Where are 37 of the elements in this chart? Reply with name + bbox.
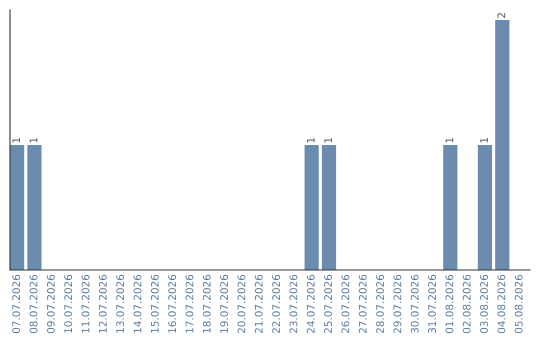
x-tick-label: 02.08.2026 [462,274,471,334]
x-tick-label: 25.07.2026 [324,274,332,334]
x-tick-label: 08.07.2026 [30,274,38,334]
x-tick-label: 29.07.2026 [393,274,402,334]
x-tick-label: 14.07.2026 [134,274,142,333]
x-tick-label: 31.07.2026 [428,274,436,334]
x-tick-label: 23.07.2026 [289,274,298,334]
x-tick-label: 18.07.2026 [202,274,211,333]
x-tick-label: 09.07.2026 [46,274,55,334]
x-tick-label: 21.07.2026 [254,274,263,334]
x-tick-label: 19.07.2026 [220,274,228,333]
data-label: 1 [446,138,454,142]
x-tick-label: 15.07.2026 [150,274,159,333]
x-tick-label: 10.07.2026 [64,274,72,333]
x-tick-label: 30.07.2026 [410,274,419,334]
x-tick-label: 11.07.2026 [82,274,90,333]
data-label: 1 [12,138,20,142]
x-tick-label: 13.07.2026 [116,274,124,333]
x-tick-label: 05.08.2026 [514,274,523,334]
x-tick-label: 07.07.2026 [12,274,20,334]
data-label: 1 [480,138,488,142]
data-label: 2 [497,13,506,18]
x-tick-label: 17.07.2026 [186,274,194,333]
x-tick-label: 20.07.2026 [238,274,246,334]
x-tick-label: 03.08.2026 [480,274,488,334]
x-tick-label: 01.08.2026 [445,274,454,334]
x-tick-label: 28.07.2026 [376,274,384,334]
data-label: 1 [30,138,38,142]
x-tick-label: 26.07.2026 [341,274,350,334]
x-tick-label: 16.07.2026 [168,274,176,333]
x-tick-label: 04.08.2026 [497,274,506,334]
x-tick-label: 24.07.2026 [306,274,315,334]
x-tick-label: 27.07.2026 [358,274,367,334]
x-tick-label: 22.07.2026 [272,274,280,334]
x-tick-label: 12.07.2026 [98,274,107,333]
data-label: 1 [324,138,332,142]
data-label: 1 [306,138,315,142]
